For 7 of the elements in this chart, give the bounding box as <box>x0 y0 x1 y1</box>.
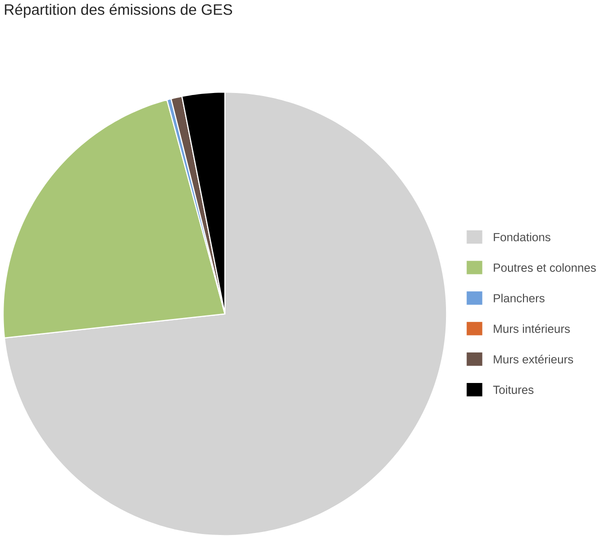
legend-label: Toitures <box>493 385 534 394</box>
chart-title: Répartition des émissions de GES <box>4 4 232 18</box>
legend-label: Poutres et colonnes <box>494 263 596 272</box>
legend-label: Murs intérieurs <box>494 324 570 333</box>
legend-label: Planchers <box>494 294 544 302</box>
legend-label: Fondations <box>494 232 550 242</box>
legend-label: Murs extérieurs <box>494 354 574 364</box>
